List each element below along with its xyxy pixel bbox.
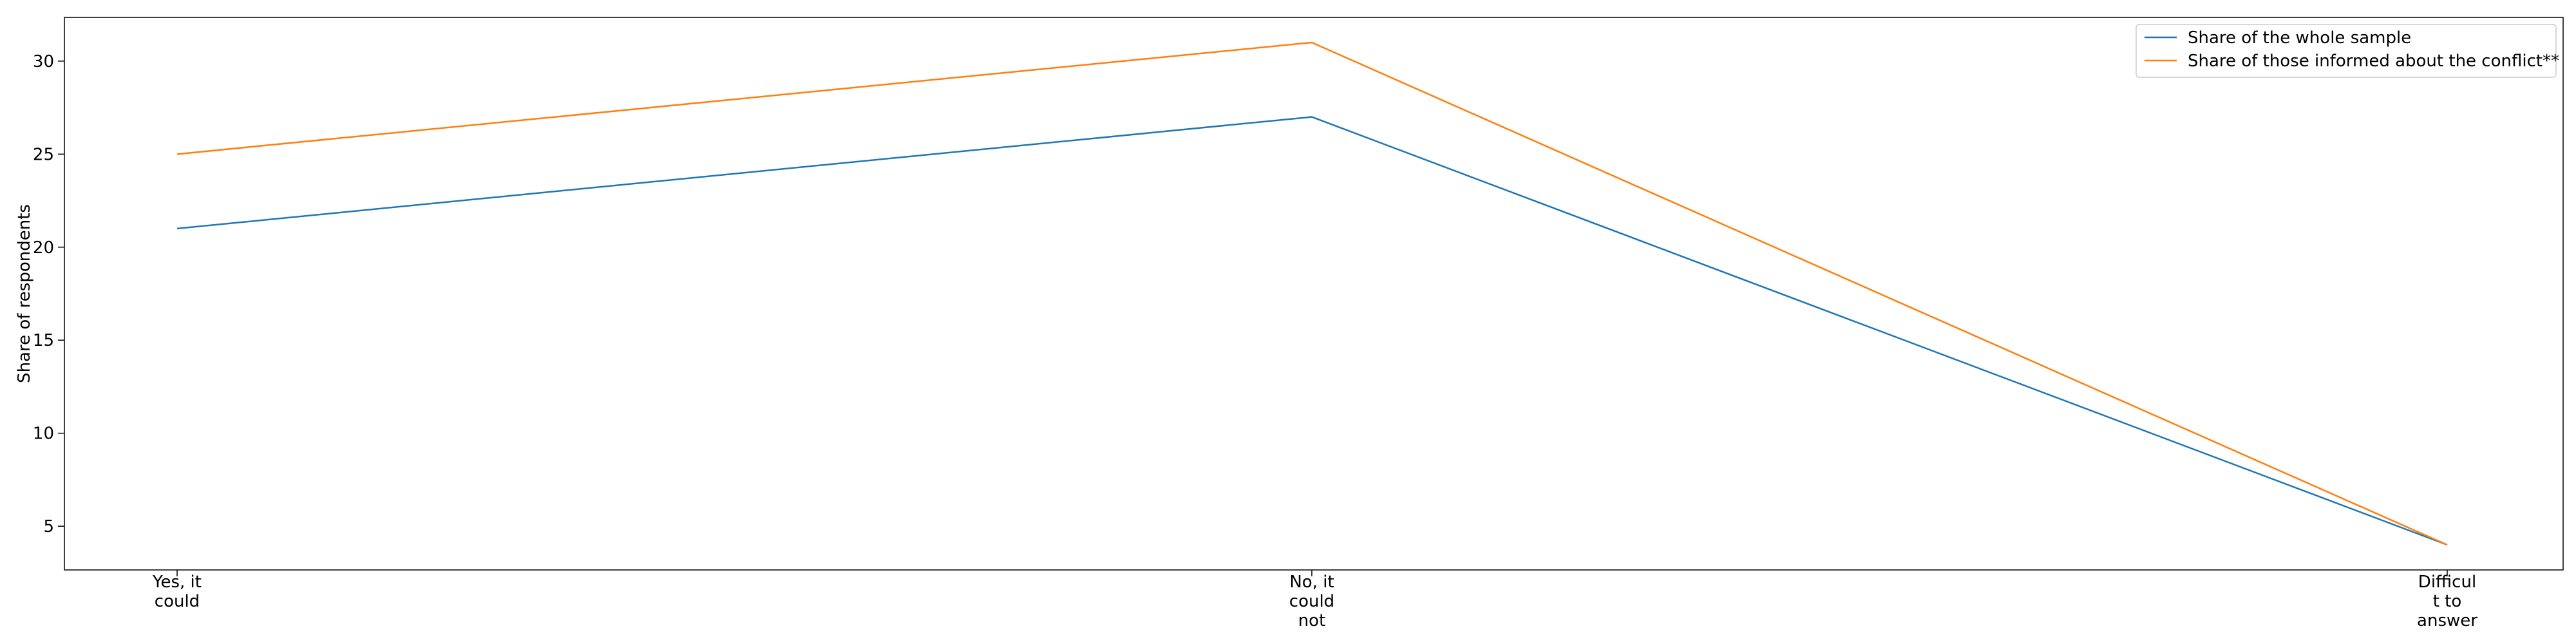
y-tick-label: 5	[43, 517, 54, 536]
legend-label-1: Share of the whole sample	[2188, 28, 2411, 48]
series-line-1	[176, 116, 2448, 546]
y-axis-label: Share of respondents	[15, 204, 34, 383]
y-tick-label: 10	[33, 424, 54, 444]
plot-area	[64, 17, 2564, 571]
legend: Share of the whole sample Share of those …	[2136, 24, 2559, 78]
y-tick-label: 15	[33, 331, 54, 350]
series-lines	[176, 41, 2448, 546]
y-axis: 5 10 15 20 25 30	[33, 52, 64, 536]
legend-label-2: Share of those informed about the confli…	[2188, 52, 2559, 71]
y-tick-label: 30	[33, 52, 54, 71]
series-line-2	[176, 41, 2448, 546]
y-tick-label: 25	[33, 145, 54, 164]
y-tick-label: 20	[33, 238, 54, 258]
x-axis: Yes, it could No, it could not Difficul t to an…	[152, 570, 2477, 630]
x-tick-label: Difficul t to answer	[2417, 573, 2477, 630]
x-tick-label: Yes, it could	[152, 573, 202, 611]
legend-box	[2136, 24, 2557, 78]
x-tick-label: No, it could not	[1289, 573, 1334, 630]
